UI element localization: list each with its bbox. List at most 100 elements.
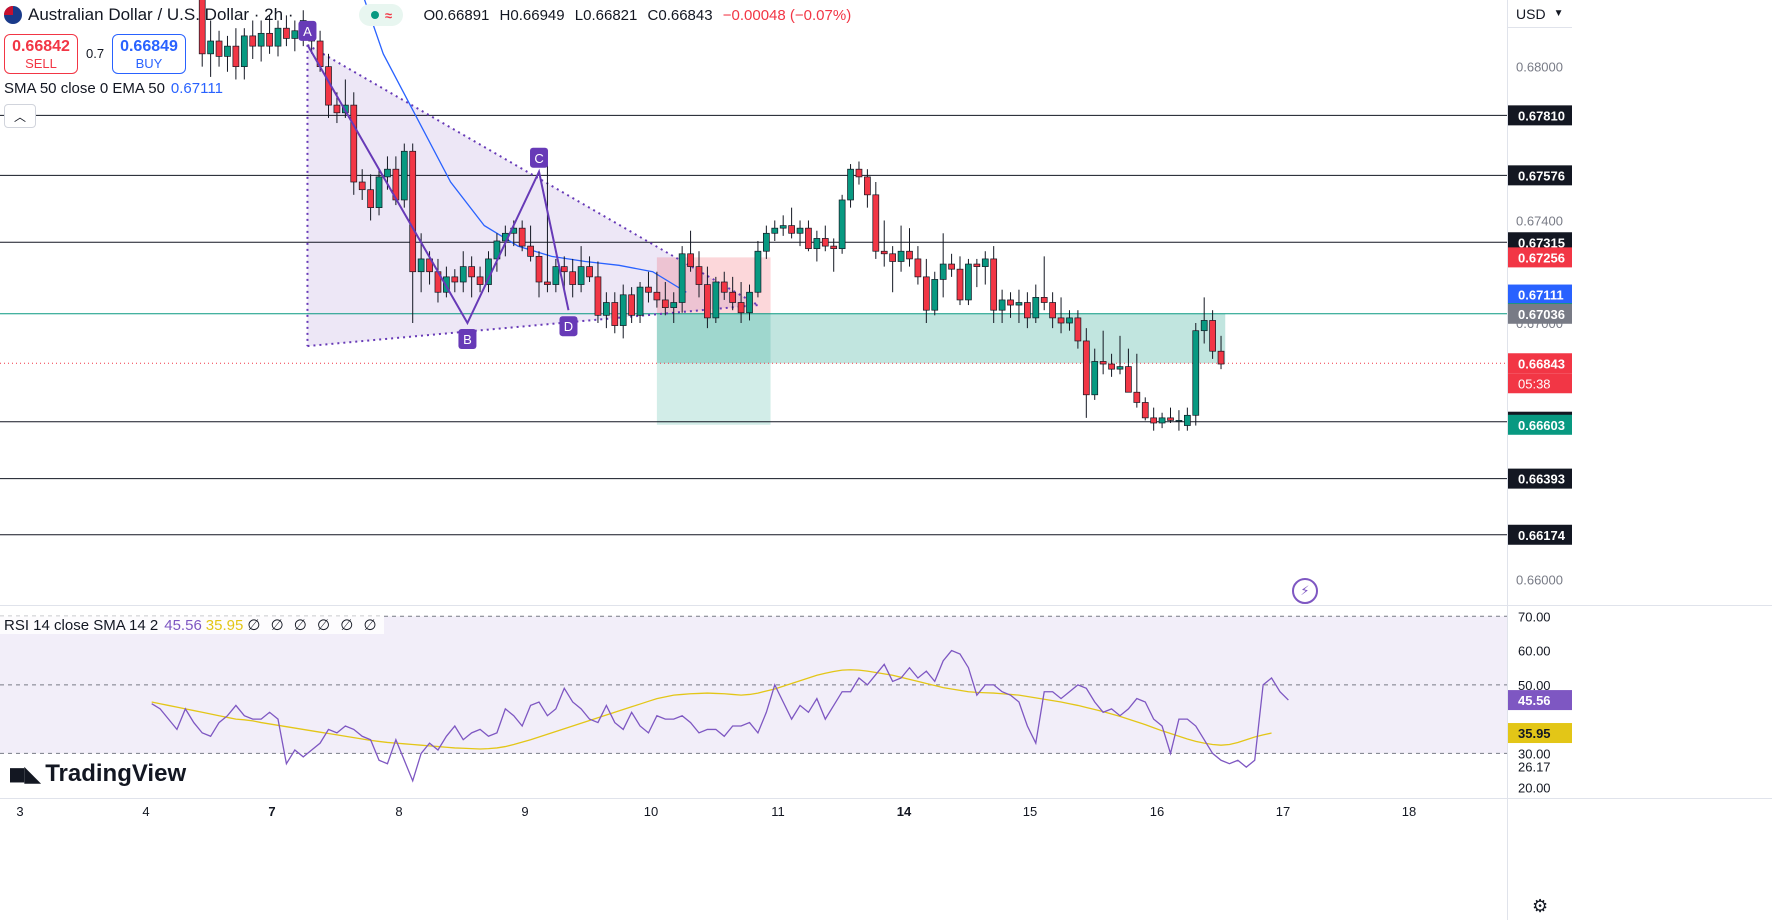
price-label-badge — [1508, 247, 1572, 268]
ohlc-values: O0.66891 H0.66949 L0.66821 C0.66843 −0.0… — [423, 7, 857, 24]
price-label-badge — [1508, 105, 1572, 126]
settings-gear-icon[interactable]: ⚙ — [1532, 896, 1549, 916]
rsi-value-badge — [1508, 723, 1572, 744]
candle-body — [847, 168, 854, 201]
candle-body — [1133, 391, 1141, 403]
candle-body — [375, 176, 383, 208]
candle-body — [1183, 414, 1191, 426]
wave-icon: ≈ — [384, 7, 393, 23]
candle-body — [939, 263, 947, 280]
candle-body — [1200, 320, 1208, 332]
candle-body — [737, 302, 745, 314]
candle-body — [1209, 320, 1216, 352]
pattern-point-a-badge — [298, 20, 317, 41]
candle-body — [956, 268, 964, 301]
price-label-text: 0.66843 — [1518, 356, 1565, 371]
candle-body — [1192, 330, 1200, 416]
take-profit-zone — [656, 313, 771, 425]
candle-body — [451, 276, 459, 283]
brand-name: TradingView — [45, 760, 187, 787]
indicator-label: SMA 50 close 0 EMA 50 — [4, 80, 165, 97]
candle-body — [358, 181, 366, 191]
buy-label: BUY — [135, 55, 163, 71]
candle-body — [1015, 302, 1023, 306]
ohlc-change: −0.00048 (−0.07%) — [722, 6, 852, 24]
market-open-dot-icon — [370, 11, 379, 19]
candle-body — [636, 286, 644, 316]
time-axis-tick: 16 — [1150, 804, 1164, 819]
price-label-badge — [1508, 353, 1572, 374]
price-label-text: 0.67810 — [1518, 108, 1565, 123]
rsi-value-badge-text: 35.95 — [1518, 726, 1551, 741]
currency-selector[interactable]: USD ▼ — [1508, 0, 1572, 28]
time-axis-tick: 3 — [16, 804, 23, 819]
collapse-legend-button[interactable]: ︿ — [4, 104, 36, 128]
candle-body — [922, 276, 930, 311]
candle-body — [207, 40, 214, 55]
candle-body — [283, 27, 290, 39]
candle-body — [897, 250, 905, 262]
price-label-text: 0.66393 — [1518, 472, 1565, 487]
candle-body — [754, 250, 762, 293]
time-axis-tick: 8 — [395, 804, 402, 819]
candle-body — [1024, 302, 1031, 319]
candle-body — [678, 253, 686, 303]
time-axis-tick: 10 — [644, 804, 658, 819]
candle-body — [670, 302, 678, 308]
candle-body — [384, 168, 391, 178]
candle-body — [990, 258, 998, 311]
sell-button[interactable]: 0.66842 SELL — [4, 34, 78, 74]
price-label-text: 0.67315 — [1518, 235, 1565, 250]
candle-body — [518, 227, 526, 247]
rsi-value: 45.56 — [164, 617, 202, 634]
rsi-axis-tick: 50.00 — [1518, 678, 1551, 693]
price-label-text: 0.66174 — [1518, 528, 1566, 543]
ohlc-low: L0.66821 — [574, 6, 638, 24]
price-label-badge — [1508, 232, 1572, 253]
candle-body — [855, 168, 863, 178]
candle-body — [788, 225, 795, 234]
candle-body — [830, 245, 838, 250]
candle-body — [350, 104, 358, 183]
rsi-line — [151, 649, 1289, 783]
candle-body — [914, 258, 922, 278]
lightning-alert-icon[interactable]: ⚡ — [1292, 578, 1318, 604]
candle-body — [249, 35, 257, 47]
candle-body — [1141, 402, 1149, 419]
rsi-axis-tick: 30.00 — [1518, 746, 1551, 761]
pattern-point-c-label: C — [534, 151, 543, 166]
abcd-pattern-line — [306, 44, 570, 326]
candle-body — [257, 32, 265, 47]
tradingview-logo[interactable]: ◼◣ TradingView — [8, 760, 186, 788]
time-axis-tick: 17 — [1276, 804, 1290, 819]
candle-body — [1099, 361, 1107, 365]
candle-body — [291, 30, 299, 39]
pattern-point-b-label: B — [463, 332, 472, 347]
symbol-title[interactable]: Australian Dollar / U.S. Dollar · 2h · — [0, 5, 293, 25]
indicator-legend[interactable]: SMA 50 close 0 EMA 50 0.67111 — [4, 80, 223, 97]
rsi-legend[interactable]: RSI 14 close SMA 14 2 45.56 35.95 ∅ ∅ ∅ ∅ ∅… — [0, 616, 384, 634]
open-pnl-zone — [656, 313, 1226, 364]
candle-body — [1217, 350, 1225, 365]
candle-body — [586, 266, 593, 278]
rsi-axis-tick: 26.17 — [1518, 760, 1551, 775]
buy-button[interactable]: 0.66849 BUY — [112, 34, 186, 74]
candle-body — [712, 281, 720, 319]
candle-body — [459, 266, 467, 283]
candle-body — [872, 194, 880, 252]
candle-body — [796, 227, 804, 234]
ohlc-close: C0.66843 — [647, 6, 713, 24]
candle-body — [594, 276, 602, 316]
candle-body — [527, 245, 534, 257]
sell-price: 0.66842 — [12, 37, 70, 55]
chevron-up-icon: ︿ — [13, 109, 26, 124]
candle-body — [409, 150, 417, 273]
time-axis-tick: 15 — [1023, 804, 1037, 819]
candle-body — [805, 227, 812, 250]
price-axis-tick: 0.67400 — [1516, 213, 1563, 228]
time-axis-tick: 4 — [142, 804, 149, 819]
candle-body — [560, 266, 568, 273]
price-label-badge — [1508, 414, 1572, 435]
market-status-pill[interactable]: ≈ — [359, 4, 404, 26]
